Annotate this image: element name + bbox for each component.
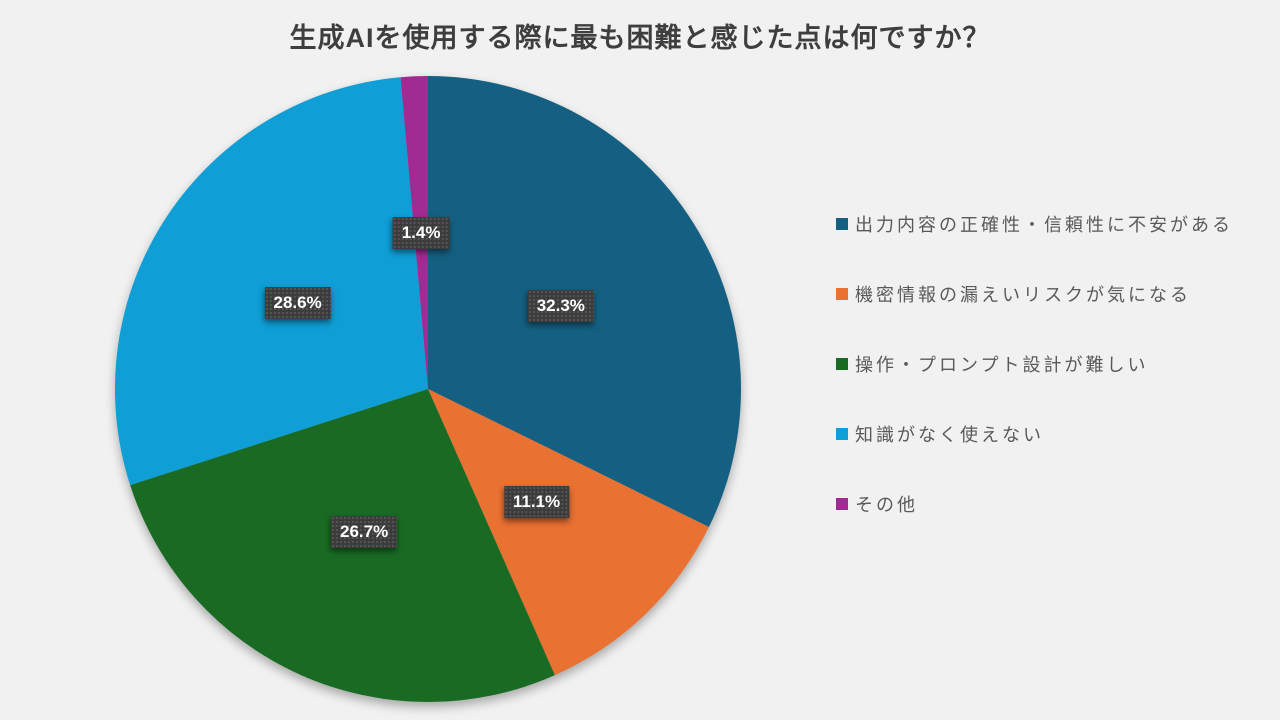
legend-item-1: 機密情報の漏えいリスクが気になる <box>836 282 1233 306</box>
chart-title: 生成AIを使用する際に最も困難と感じた点は何ですか？ <box>289 23 991 53</box>
pie-chart <box>115 76 741 703</box>
legend-label: 出力内容の正確性・信頼性に不安がある <box>855 215 1233 235</box>
legend-label: 知識がなく使えない <box>855 425 1044 445</box>
legend-item-3: 知識がなく使えない <box>836 422 1233 446</box>
chart-legend: 出力内容の正確性・信頼性に不安がある 機密情報の漏えいリスクが気になる 操作・プ… <box>836 212 1233 516</box>
legend-swatch-icon <box>836 288 848 300</box>
legend-swatch-icon <box>836 218 848 230</box>
legend-swatch-icon <box>836 358 848 370</box>
legend-item-0: 出力内容の正確性・信頼性に不安がある <box>836 212 1233 236</box>
legend-swatch-icon <box>836 428 848 440</box>
legend-swatch-icon <box>836 498 848 510</box>
legend-label: その他 <box>855 495 918 515</box>
legend-item-4: その他 <box>836 492 1233 516</box>
pie-slice-1 <box>428 389 709 676</box>
legend-item-2: 操作・プロンプト設計が難しい <box>836 352 1233 376</box>
pie-chart-area <box>98 59 758 719</box>
legend-label: 操作・プロンプト設計が難しい <box>855 355 1149 375</box>
pie-slice-3 <box>115 77 429 486</box>
legend-label: 機密情報の漏えいリスクが気になる <box>855 285 1191 305</box>
